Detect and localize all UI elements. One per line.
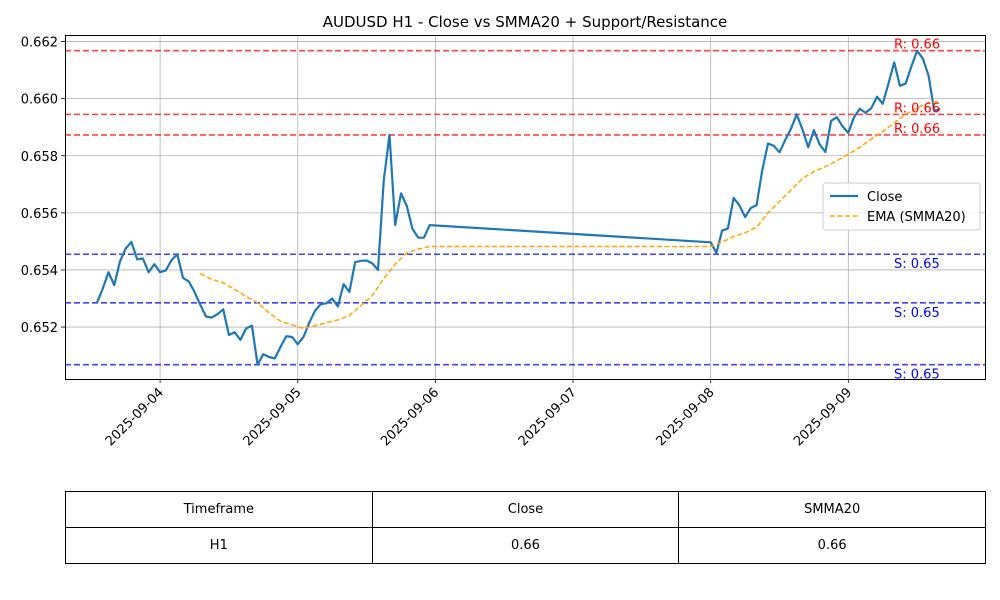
level-layer	[65, 49, 985, 366]
table-header-row: Timeframe Close SMMA20	[65, 491, 986, 528]
summary-table: Timeframe Close SMMA20 H1 0.66 0.66	[65, 491, 986, 564]
legend: Close EMA (SMMA20)	[822, 182, 981, 231]
x-tick-label: 2025-09-08	[653, 385, 717, 449]
x-tick-label: 2025-09-09	[791, 385, 855, 449]
series-layer	[95, 49, 941, 366]
chart: AUDUSD H1 - Close vs SMMA20 + Support/Re…	[21, 13, 986, 449]
resistance-label: R: 0.66	[894, 38, 940, 53]
y-tick-label: 0.660	[21, 93, 58, 108]
grid-layer	[65, 35, 985, 379]
support-label: S: 0.65	[894, 306, 940, 321]
legend-label-close: Close	[867, 190, 902, 205]
label-layer: R: 0.66 R: 0.66 R: 0.66 S: 0.65 S: 0.65 S: 0.…	[894, 38, 940, 383]
table-header-cell: Timeframe	[65, 491, 373, 528]
x-tick-label: 2025-09-07	[516, 385, 580, 449]
plot-border	[65, 35, 986, 380]
table-header-cell: SMMA20	[678, 491, 986, 528]
legend-box	[822, 182, 981, 231]
resistance-label: R: 0.66	[894, 101, 940, 116]
x-tick-label: 2025-09-05	[241, 385, 305, 449]
table-cell: 0.66	[678, 527, 986, 564]
support-label: S: 0.65	[894, 368, 940, 383]
chart-title: AUDUSD H1 - Close vs SMMA20 + Support/Re…	[323, 13, 728, 31]
y-tick-label: 0.654	[21, 264, 58, 279]
table-header-cell: Close	[371, 491, 680, 528]
y-tick-label: 0.652	[21, 321, 58, 336]
x-tick-label: 2025-09-06	[378, 385, 442, 449]
support-label: S: 0.65	[894, 257, 940, 272]
close-series-line	[95, 49, 941, 366]
table-row: H1 0.66 0.66	[65, 527, 986, 564]
y-tick-label: 0.658	[21, 150, 58, 165]
table-cell: H1	[65, 527, 373, 564]
x-tick-label: 2025-09-04	[103, 385, 167, 449]
y-tick-label: 0.662	[21, 36, 58, 51]
resistance-label: R: 0.66	[894, 122, 940, 137]
legend-label-smma: EMA (SMMA20)	[867, 210, 966, 225]
y-tick-label: 0.656	[21, 207, 58, 222]
smma-series-line	[199, 100, 941, 330]
table-cell: 0.66	[371, 527, 680, 564]
